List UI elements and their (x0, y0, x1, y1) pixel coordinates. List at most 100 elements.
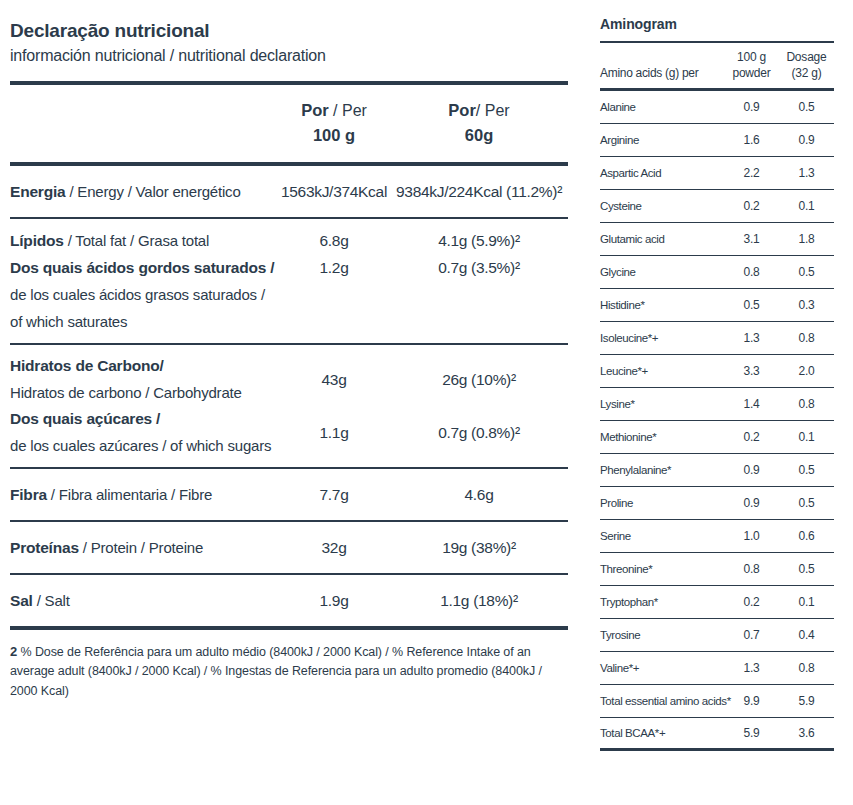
amino-per-100g: 0.2 (724, 430, 779, 444)
aminogram-header-32g: (32 g) (779, 65, 834, 81)
sugars-label-sub: de los cuales azúcares / of which sugars (10, 432, 278, 459)
amino-per-100g: 0.9 (724, 496, 779, 510)
amino-dosage: 2.0 (779, 364, 834, 378)
aminogram-row-glycine: Glycine 0.8 0.5 (600, 256, 834, 289)
amino-per-100g: 5.9 (724, 726, 779, 740)
amino-per-100g: 0.2 (724, 595, 779, 609)
aminogram-column-headers: Amino acids (g) per 100 g powder Dosage … (600, 43, 834, 91)
amino-name: Total essential amino acids* (600, 695, 724, 707)
protein-label-rest: / Protein / Proteine (79, 539, 203, 556)
amino-dosage: 5.9 (779, 694, 834, 708)
aminogram-row-glutamic-acid: Glutamic acid 3.1 1.8 (600, 223, 834, 256)
amino-name: Tryptophan* (600, 596, 724, 608)
amino-name: Arginine (600, 134, 724, 146)
energy-per-60g: 9384kJ/224Kcal (11.2%)² (390, 183, 568, 201)
amino-dosage: 0.8 (779, 397, 834, 411)
saturates-per-60g: 0.7g (3.5%)² (390, 259, 568, 277)
saturates-per-100g: 1.2g (278, 259, 390, 277)
amino-name: Methionine* (600, 431, 724, 443)
reference-intake-footnote: 2 % Dose de Referência para um adulto mé… (10, 642, 566, 701)
aminogram-row-tryptophan: Tryptophan* 0.2 0.1 (600, 586, 834, 619)
energy-label-rest: / Energy / Valor energético (65, 183, 240, 200)
per-label-rest: / Per (476, 102, 510, 119)
fat-label-rest: / Total fat / Grasa total (64, 232, 209, 249)
amino-name: Isoleucine*+ (600, 332, 724, 344)
aminogram-row-serine: Serine 1.0 0.6 (600, 520, 834, 553)
amino-dosage: 0.1 (779, 430, 834, 444)
qty-60g: 60g (465, 126, 493, 144)
amino-dosage: 0.1 (779, 199, 834, 213)
saturates-label-en: of which saturates (10, 308, 568, 335)
amino-name: Glycine (600, 266, 724, 278)
energy-label-bold: Energia (10, 183, 65, 200)
aminogram-header-100g-powder: 100 g powder (724, 49, 779, 81)
section-carbohydrate: Hidratos de Carbono/ Hidratos de carbono… (10, 345, 568, 467)
amino-name: Threonine* (600, 563, 724, 575)
amino-per-100g: 1.3 (724, 661, 779, 675)
section-fat: Lípidos / Total fat / Grasa total 6.8g 4… (10, 219, 568, 343)
aminogram-header-label: Amino acids (g) per (600, 66, 724, 81)
aminogram-row-total-essential: Total essential amino acids* 9.9 5.9 (600, 685, 834, 718)
energy-label: Energia / Energy / Valor energético (10, 178, 278, 205)
aminogram-row-valine: Valine*+ 1.3 0.8 (600, 652, 834, 685)
amino-name: Cysteine (600, 200, 724, 212)
nutrition-title: Declaração nutricional (10, 20, 568, 42)
row-total-fat: Lípidos / Total fat / Grasa total 6.8g 4… (10, 227, 568, 254)
aminogram-row-alanine: Alanine 0.9 0.5 (600, 91, 834, 124)
saturates-label-es: de los cuales ácidos grasos saturados / (10, 281, 568, 308)
fat-per-60g: 4.1g (5.9%)² (390, 232, 568, 250)
aminogram-header-100g: 100 g (724, 49, 779, 65)
aminogram-row-total-bcaa: Total BCAA*+ 5.9 3.6 (600, 718, 834, 751)
aminogram-header-dosage: Dosage (32 g) (779, 49, 834, 81)
salt-label-bold: Sal (10, 592, 33, 609)
amino-dosage: 1.3 (779, 166, 834, 180)
protein-per-60g: 19g (38%)² (390, 539, 568, 557)
sugars-label-bold: Dos quais açúcares / (10, 410, 160, 427)
saturates-label-bold: Dos quais ácidos gordos saturados / (10, 259, 274, 276)
amino-name: Phenylalanine* (600, 464, 724, 476)
amino-per-100g: 0.7 (724, 628, 779, 642)
aminogram-row-leucine: Leucine*+ 3.3 2.0 (600, 355, 834, 388)
amino-dosage: 0.6 (779, 529, 834, 543)
fibre-per-100g: 7.7g (278, 486, 390, 504)
footnote-text: % Dose de Referência para um adulto médi… (10, 645, 542, 698)
protein-per-100g: 32g (278, 539, 390, 557)
energy-per-100g: 1563kJ/374Kcal (278, 183, 390, 201)
aminogram-row-isoleucine: Isoleucine*+ 1.3 0.8 (600, 322, 834, 355)
amino-name: Alanine (600, 101, 724, 113)
divider-bottom (10, 626, 568, 630)
nutrition-subtitle: información nutricional / nutritional de… (10, 47, 568, 65)
amino-per-100g: 1.0 (724, 529, 779, 543)
fat-label-bold: Lípidos (10, 232, 64, 249)
amino-per-100g: 0.2 (724, 199, 779, 213)
aminogram-row-cysteine: Cysteine 0.2 0.1 (600, 190, 834, 223)
aminogram-row-aspartic-acid: Aspartic Acid 2.2 1.3 (600, 157, 834, 190)
amino-per-100g: 0.8 (724, 265, 779, 279)
aminogram-header-dosage-word: Dosage (779, 49, 834, 65)
nutrition-column-headers: Por / Per 100 g Por/ Per 60g (10, 85, 568, 162)
amino-name: Valine*+ (600, 662, 724, 674)
row-fibre: Fibra / Fibra alimentaria / Fibre 7.7g 4… (10, 469, 568, 520)
sugars-label: Dos quais açúcares / de los cuales azúca… (10, 406, 278, 459)
saturates-label: Dos quais ácidos gordos saturados / (10, 254, 278, 281)
aminogram-header-powder: powder (724, 65, 779, 81)
protein-label-bold: Proteínas (10, 539, 79, 556)
fibre-per-60g: 4.6g (390, 486, 568, 504)
amino-per-100g: 0.8 (724, 562, 779, 576)
aminogram-row-phenylalanine: Phenylalanine* 0.9 0.5 (600, 454, 834, 487)
aminogram-table: Aminogram Amino acids (g) per 100 g powd… (600, 16, 834, 751)
column-header-per-100g: Por / Per 100 g (278, 98, 390, 148)
salt-label-rest: / Salt (33, 592, 70, 609)
carbohydrate-label-bold-line: Hidratos de Carbono/ (10, 353, 278, 379)
row-sugars: Dos quais açúcares / de los cuales azúca… (10, 406, 568, 459)
row-protein: Proteínas / Protein / Proteine 32g 19g (… (10, 522, 568, 573)
sugars-per-100g: 1.1g (278, 424, 390, 442)
amino-per-100g: 1.6 (724, 133, 779, 147)
amino-name: Lysine* (600, 398, 724, 410)
amino-dosage: 0.4 (779, 628, 834, 642)
per-label-rest: / Per (329, 102, 367, 119)
carbohydrate-label-sub: Hidratos de carbono / Carbohydrate (10, 379, 278, 406)
aminogram-row-threonine: Threonine* 0.8 0.5 (600, 553, 834, 586)
carbohydrate-label-bold: Hidratos de Carbono/ (10, 357, 164, 374)
amino-name: Proline (600, 497, 724, 509)
